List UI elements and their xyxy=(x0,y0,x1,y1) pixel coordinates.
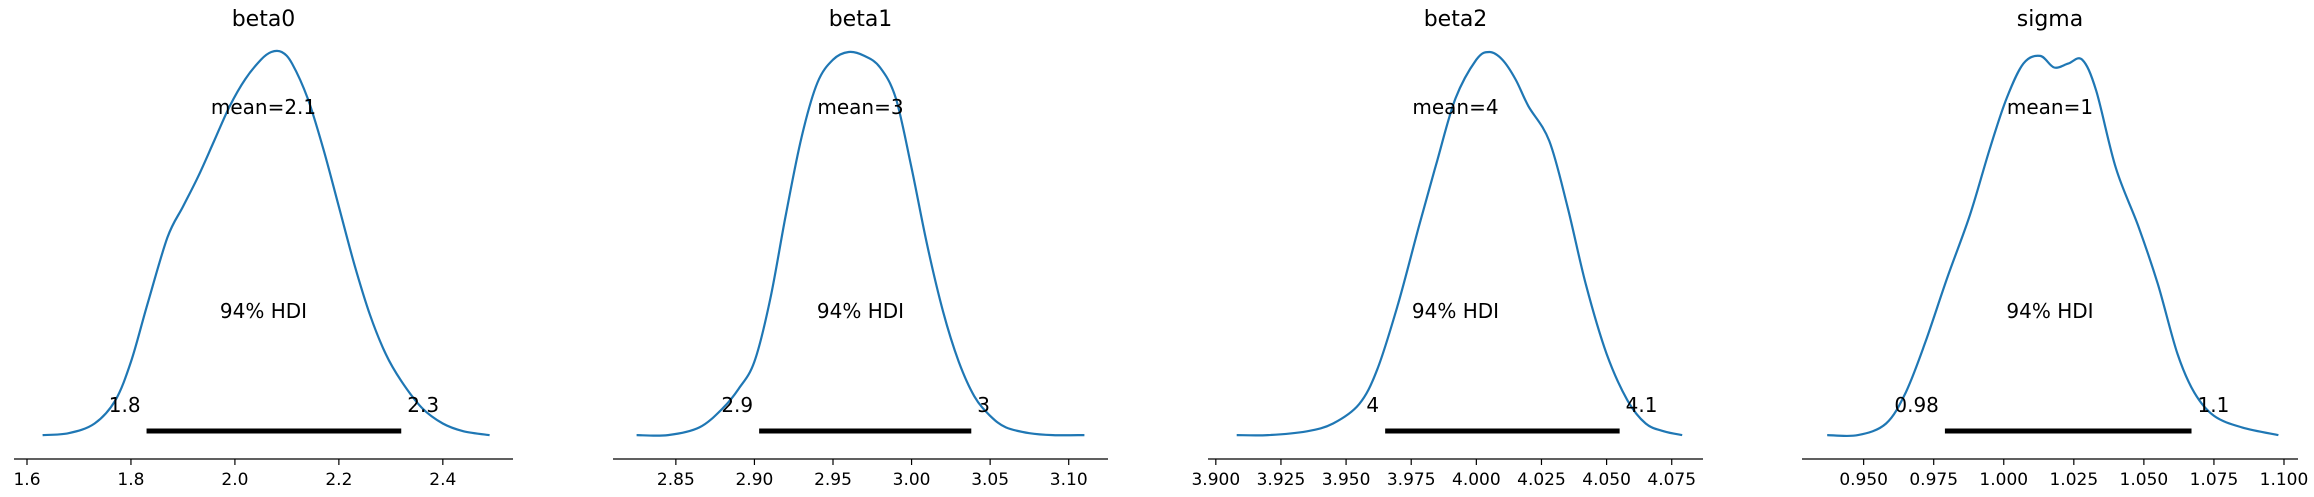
x-tick-label: 4.075 xyxy=(1647,470,1696,490)
x-tick-label: 2.95 xyxy=(814,470,852,490)
x-tick-label: 3.05 xyxy=(971,470,1009,490)
x-tick-label: 3.900 xyxy=(1191,470,1240,490)
density-curve xyxy=(636,50,1085,437)
x-tick-label: 2.0 xyxy=(221,470,248,490)
panel-title: sigma xyxy=(2017,7,2083,32)
hdi-high-label: 2.3 xyxy=(407,393,439,417)
x-tick-label: 2.85 xyxy=(657,470,695,490)
x-tick-label: 1.025 xyxy=(2049,470,2098,490)
x-tick-label: 1.6 xyxy=(13,470,40,490)
x-tick-label: 3.10 xyxy=(1050,470,1088,490)
x-tick-label: 4.000 xyxy=(1452,470,1501,490)
x-tick-label: 1.000 xyxy=(1979,470,2028,490)
x-tick-label: 1.100 xyxy=(2260,470,2309,490)
mean-label: mean=4 xyxy=(1412,95,1498,119)
x-tick-label: 2.90 xyxy=(735,470,773,490)
hdi-high-label: 1.1 xyxy=(2198,393,2230,417)
panel-beta1: beta1 mean=3 94% HDI 2.9 3 2.85 2.90 2.95 3.00 3.… xyxy=(613,7,1108,490)
hdi-low-label: 0.98 xyxy=(1894,393,1939,417)
hdi-label: 94% HDI xyxy=(220,299,307,323)
x-tick-label: 4.050 xyxy=(1582,470,1631,490)
mean-label: mean=3 xyxy=(817,95,903,119)
x-tick-label: 3.00 xyxy=(893,470,931,490)
mean-label: mean=2.1 xyxy=(211,95,316,119)
hdi-low-label: 1.8 xyxy=(109,393,141,417)
panel-beta0: beta0 mean=2.1 94% HDI 1.8 2.3 1.6 1.8 2.0 2.2 2.… xyxy=(13,7,513,490)
x-tick-label: 4.025 xyxy=(1517,470,1566,490)
x-tick-label: 3.975 xyxy=(1387,470,1436,490)
x-tick-label: 0.950 xyxy=(1839,470,1888,490)
x-tick-label: 3.950 xyxy=(1322,470,1371,490)
panel-title: beta0 xyxy=(232,7,296,32)
x-tick-label: 2.4 xyxy=(429,470,456,490)
x-tick-label: 2.2 xyxy=(325,470,352,490)
x-tick-label: 3.925 xyxy=(1257,470,1306,490)
panel-beta2: beta2 mean=4 94% HDI 4 4.1 3.900 3.925 3.950 3.9… xyxy=(1191,7,1703,490)
density-curve xyxy=(1827,54,2279,438)
hdi-high-label: 4.1 xyxy=(1626,393,1658,417)
x-tick-label: 1.075 xyxy=(2190,470,2239,490)
panel-title: beta1 xyxy=(829,7,893,32)
hdi-low-label: 2.9 xyxy=(721,393,753,417)
hdi-low-label: 4 xyxy=(1366,393,1379,417)
x-tick-label: 1.8 xyxy=(117,470,144,490)
hdi-label: 94% HDI xyxy=(2006,299,2093,323)
hdi-label: 94% HDI xyxy=(817,299,904,323)
x-tick-label: 1.050 xyxy=(2120,470,2169,490)
x-tick-label: 0.975 xyxy=(1909,470,1958,490)
hdi-high-label: 3 xyxy=(977,393,990,417)
mean-label: mean=1 xyxy=(2007,95,2093,119)
density-curve xyxy=(42,49,490,437)
panel-title: beta2 xyxy=(1424,7,1488,32)
hdi-label: 94% HDI xyxy=(1412,299,1499,323)
density-curve xyxy=(1236,50,1683,437)
panel-sigma: sigma mean=1 94% HDI 0.98 1.1 0.950 0.975 1.000… xyxy=(1802,7,2308,490)
